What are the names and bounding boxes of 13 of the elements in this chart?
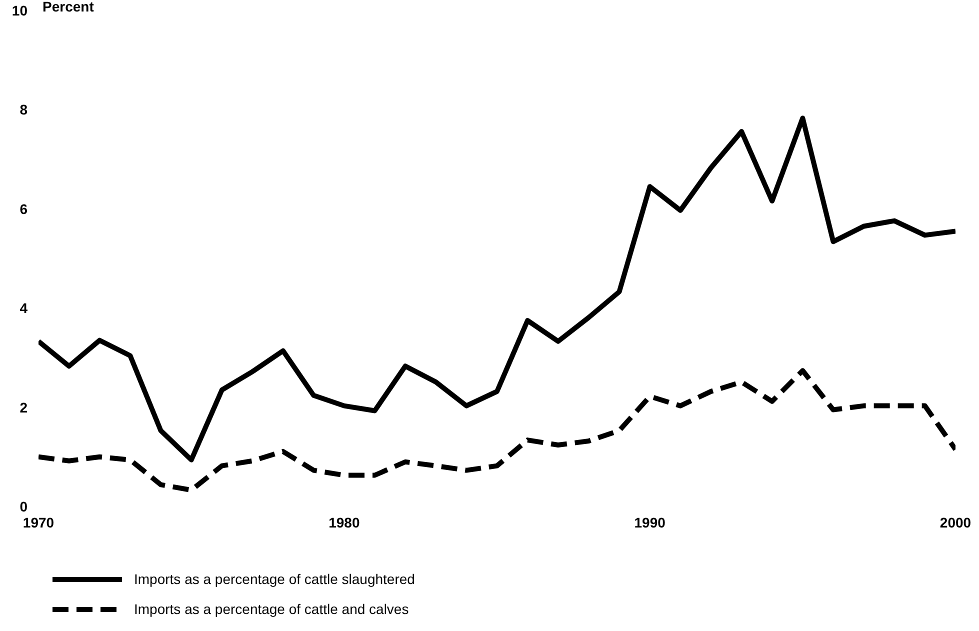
y-tick-label: 6 <box>20 200 28 217</box>
x-tick-label: 1970 <box>22 514 54 530</box>
y-tick-label: 10 <box>12 2 28 18</box>
y-tick-label: 4 <box>20 300 28 316</box>
legend-label: Imports as a percentage of cattle and calves <box>134 601 409 617</box>
y-axis-title: Percent <box>42 0 94 14</box>
x-tick-label: 2000 <box>940 514 972 530</box>
legend-label: Imports as a percentage of cattle slaughtered <box>134 571 415 587</box>
x-tick-label: 1990 <box>634 514 666 530</box>
y-tick-label: 0 <box>20 498 28 514</box>
y-tick-label: 2 <box>20 399 28 416</box>
y-tick-label: 8 <box>20 102 28 118</box>
x-tick-label: 1980 <box>328 514 360 530</box>
